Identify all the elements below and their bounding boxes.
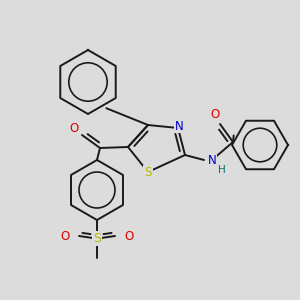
Text: O: O bbox=[60, 230, 70, 242]
Text: O: O bbox=[69, 122, 79, 136]
Text: S: S bbox=[144, 166, 152, 178]
Text: N: N bbox=[208, 154, 216, 166]
Text: N: N bbox=[175, 119, 183, 133]
Text: H: H bbox=[218, 165, 226, 175]
Text: O: O bbox=[210, 107, 220, 121]
Text: S: S bbox=[93, 232, 101, 244]
Text: O: O bbox=[124, 230, 134, 242]
